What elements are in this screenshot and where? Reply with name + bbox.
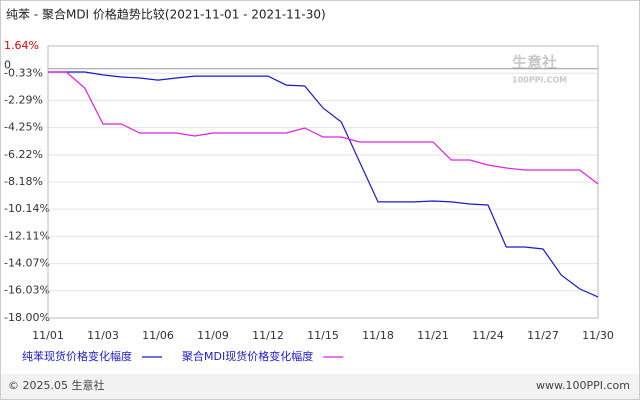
- y-tick-label: -14.07%: [4, 257, 50, 270]
- y-tick-label: -8.18%: [4, 175, 43, 188]
- y-tick-label: -4.25%: [4, 121, 43, 134]
- chart-title: 纯苯 - 聚合MDI 价格趋势比较(2021-11-01 - 2021-11-3…: [6, 7, 326, 22]
- x-tick-label: 11/27: [527, 329, 559, 342]
- x-tick-label: 11/12: [252, 329, 284, 342]
- x-tick-label: 11/21: [417, 329, 449, 342]
- legend-label: 聚合MDI现货价格变化幅度: [182, 349, 313, 363]
- x-tick-label: 11/24: [472, 329, 504, 342]
- plot-border: [47, 45, 599, 319]
- watermark: 100PPI.COM: [512, 76, 567, 85]
- y-tick-label: -12.11%: [4, 229, 50, 242]
- y-tick-label: -16.03%: [4, 284, 50, 297]
- legend-label: 纯苯现货价格变化幅度: [22, 349, 132, 363]
- series-line: [48, 71, 599, 185]
- watermark: 生意社: [512, 54, 557, 72]
- y-tick-label: -10.14%: [4, 202, 50, 215]
- x-tick-label: 11/09: [197, 329, 229, 342]
- y-tick-label: -6.22%: [4, 148, 43, 161]
- y-tick-label: -0.33%: [4, 66, 43, 79]
- x-tick-label: 11/15: [307, 329, 339, 342]
- y-tick-label: 1.64%: [4, 39, 39, 52]
- x-tick-label: 11/06: [142, 329, 174, 342]
- y-tick-label: -18.00%: [4, 311, 50, 324]
- y-tick-label: 0: [4, 59, 11, 72]
- x-tick-label: 11/01: [32, 329, 64, 342]
- x-tick-label: 11/03: [87, 329, 119, 342]
- footer-bar: [1, 374, 639, 399]
- footer-right: www.100PPI.com: [536, 379, 630, 392]
- x-tick-label: 11/30: [582, 329, 614, 342]
- y-tick-label: -2.29%: [4, 93, 43, 106]
- x-tick-label: 11/18: [362, 329, 394, 342]
- series-line: [48, 71, 599, 298]
- footer-left: © 2025.05 生意社: [8, 378, 104, 392]
